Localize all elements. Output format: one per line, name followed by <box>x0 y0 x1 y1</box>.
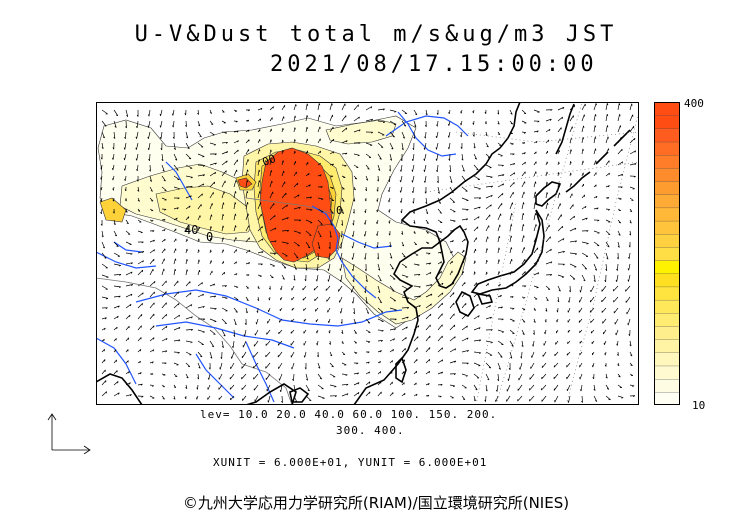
graticule <box>425 102 639 405</box>
colorbar-cell <box>654 194 680 209</box>
colorbar-cell <box>654 128 680 143</box>
colorbar-cell <box>654 365 680 380</box>
colorbar-cell <box>654 141 680 156</box>
colorbar-cell <box>654 233 680 248</box>
copyright-notice: ©九州大学応用力学研究所(RIAM)/国立環境研究所(NIES) <box>182 494 570 512</box>
colorbar <box>654 102 680 405</box>
map-frame <box>96 102 639 405</box>
colorbar-cell <box>654 259 680 274</box>
colorbar-cell <box>654 102 680 116</box>
contour-label-0-a: 0 <box>206 230 213 244</box>
colorbar-cell <box>654 180 680 195</box>
colorbar-cell <box>654 391 680 405</box>
colorbar-cell <box>654 352 680 367</box>
dust-contour-20-north <box>325 119 397 145</box>
colorbar-cell <box>654 312 680 327</box>
contour-levels: lev= 10.0 20.0 40.0 60.0 100. 150. 200. <box>200 408 498 421</box>
map-datetime: 2021/08/17.15:00:00 <box>270 52 598 77</box>
map-title: U-V&Dust total m/s&ug/m3 JST <box>134 22 618 47</box>
wind-vectors <box>100 103 637 404</box>
contour-label-00: 00 <box>261 152 278 169</box>
colorbar-cell <box>654 299 680 314</box>
vector-units: XUNIT = 6.000E+01, YUNIT = 6.000E+01 <box>213 456 488 469</box>
colorbar-cell <box>654 246 680 261</box>
colorbar-cell <box>654 378 680 393</box>
colorbar-cell <box>654 115 680 129</box>
colorbar-cell <box>654 220 680 235</box>
colorbar-cell <box>654 167 680 182</box>
colorbar-cell <box>654 207 680 222</box>
dust-field <box>97 115 467 329</box>
colorbar-cell <box>654 286 680 301</box>
contour-label-40: 40 <box>184 223 198 237</box>
river-lines <box>96 111 469 403</box>
wind-arrow-field <box>100 103 637 404</box>
colorbar-cell <box>654 273 680 288</box>
reference-axes-icon <box>47 413 91 454</box>
dust-contour-20-east <box>341 251 467 325</box>
colorbar-cell <box>654 325 680 340</box>
dust-spot-west-b <box>237 177 253 189</box>
dust-spot-far-west-ring <box>99 197 127 223</box>
colorbar-cell <box>654 338 680 353</box>
contour-label-0-b: 0 <box>336 204 343 217</box>
contour-levels-cont: 300. 400. <box>336 424 405 437</box>
colorbar-cell <box>654 154 680 169</box>
colorbar-min-label: 10 <box>692 399 706 412</box>
dust-wind-map: 40 0 00 0 <box>96 102 639 405</box>
colorbar-max-label: 400 <box>684 97 704 110</box>
